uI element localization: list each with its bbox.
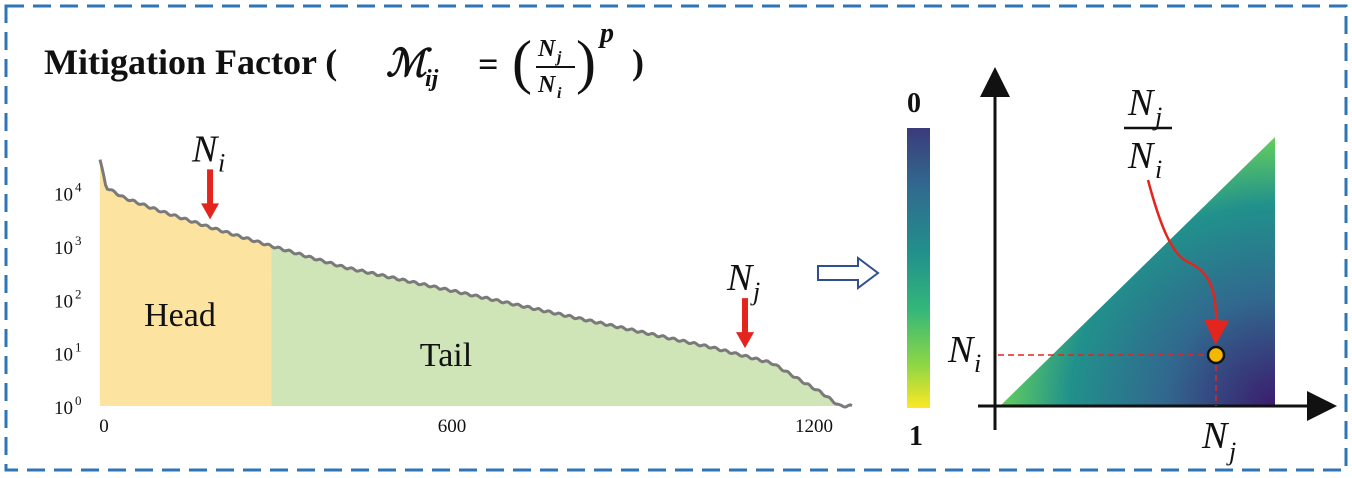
title-text: Mitigation Factor ( <box>44 42 337 82</box>
colorbar: 0 1 <box>907 88 930 452</box>
colorbar-top-label: 0 <box>907 88 921 119</box>
ratio-num: N <box>1127 82 1156 124</box>
axis-label-nj: N <box>1201 415 1230 457</box>
region-label-tail: Tail <box>420 337 472 374</box>
formula-equals: = <box>478 44 499 84</box>
axis-label-ni: N <box>947 329 976 371</box>
formula-den: N <box>537 72 557 98</box>
formula-num-sub: j <box>554 49 562 66</box>
title-formula: ℳ ij = ( N j N i ) p ) <box>386 18 644 102</box>
nj-arrow-head <box>736 332 755 349</box>
ratio-pointer-arrow <box>1146 179 1230 345</box>
ratio-num-sub: j <box>1152 102 1162 131</box>
dashed-border <box>4 4 1348 472</box>
y-tick-label: 10 <box>54 345 73 366</box>
colorbar-gradient <box>907 128 930 408</box>
formula-exponent: p <box>598 18 614 49</box>
nj-label: N <box>726 257 755 299</box>
y-tick-exponent: 4 <box>75 180 82 195</box>
axis-label-ni-sub: i <box>974 349 981 378</box>
ni-label: N <box>191 128 220 170</box>
x-tick-label: 600 <box>438 416 467 437</box>
y-tick-exponent: 1 <box>75 340 82 355</box>
selected-point <box>1206 345 1226 365</box>
formula-num: N <box>537 36 557 62</box>
region-label-head: Head <box>144 297 216 334</box>
ratio-den-sub: i <box>1155 155 1162 184</box>
formula-den-sub: i <box>557 85 562 102</box>
axis-label-nj-sub: j <box>1226 437 1236 466</box>
formula-lhs-sub: ij <box>425 66 439 92</box>
x-tick-label: 0 <box>99 416 109 437</box>
heatmap-triangle <box>1000 137 1275 406</box>
y-tick-exponent: 3 <box>75 233 82 248</box>
colorbar-bottom-label: 1 <box>909 421 923 452</box>
nj-label-sub: j <box>750 277 760 306</box>
formula-lhs: ℳ <box>386 43 432 85</box>
y-tick-exponent: 0 <box>75 393 82 408</box>
transition-arrow <box>817 256 880 290</box>
y-tick-label: 10 <box>54 185 73 206</box>
ni-arrow-head <box>201 203 220 220</box>
ni-label-sub: i <box>218 148 225 177</box>
x-tick-label: 1200 <box>795 416 833 437</box>
formula-paren-left: ( <box>512 29 532 95</box>
ratio-den: N <box>1127 135 1156 177</box>
y-tick-label: 10 <box>54 238 73 259</box>
heatmap-panel: N j N i N i N j <box>947 67 1337 466</box>
region-tail <box>271 246 852 406</box>
region-head <box>100 159 272 406</box>
y-tick-label: 10 <box>54 398 73 419</box>
distribution-curve <box>98 159 853 409</box>
y-tick-exponent: 2 <box>75 286 82 301</box>
y-tick-label: 10 <box>54 291 73 312</box>
title-close-paren: ) <box>632 42 644 82</box>
formula-paren-right: ) <box>576 29 596 95</box>
